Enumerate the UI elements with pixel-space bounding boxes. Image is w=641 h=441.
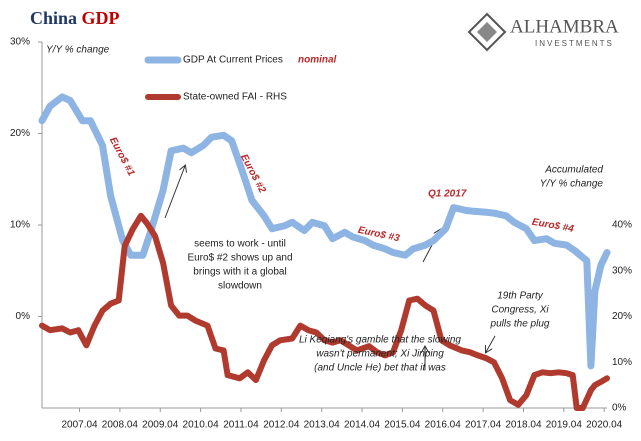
annotation: Q1 2017 — [428, 189, 467, 200]
legend-label: State-owned FAI - RHS — [183, 92, 287, 103]
series-line — [38, 93, 611, 370]
x-tick-label: 2015.04 — [384, 420, 421, 431]
legend-note: nominal — [298, 55, 337, 66]
y2-tick-label: 0% — [612, 403, 627, 414]
x-tick-label: 2017.04 — [465, 420, 502, 431]
y2-tick-label: 20% — [612, 311, 632, 322]
annotation: Euro$ #2 shows up and — [187, 253, 292, 264]
annotation: Congress, Xi — [491, 305, 549, 316]
x-tick-label: 2016.04 — [425, 420, 462, 431]
logo: ALHAMBRA INVESTMENTS — [467, 12, 619, 52]
x-tick-label: 2014.04 — [344, 420, 381, 431]
x-tick-label: 2018.04 — [505, 420, 542, 431]
y2-tick-label: 30% — [612, 265, 632, 276]
x-tick-label: 2011.04 — [223, 420, 259, 431]
annotation: 19th Party — [497, 291, 544, 302]
x-tick-label: 2010.04 — [183, 420, 220, 431]
chart-title: China GDP — [30, 8, 120, 28]
x-tick-label: 2008.04 — [102, 420, 139, 431]
y-tick-label: 10% — [10, 220, 30, 231]
y2-axis-label: Y/Y % change — [540, 179, 604, 190]
x-tick-label: 2020.04 — [586, 420, 623, 431]
x-tick-label: 2007.04 — [61, 420, 98, 431]
annotation: brings with it a global — [193, 267, 286, 278]
annotation: pulls the plug — [490, 319, 550, 330]
logo-subtext: INVESTMENTS — [535, 39, 614, 48]
y-tick-label: 30% — [10, 37, 30, 48]
y2-axis-label: Accumulated — [544, 165, 603, 176]
x-tick-label: 2013.04 — [304, 420, 341, 431]
annotation: seems to work - until — [194, 239, 286, 250]
legend-label: GDP At Current Prices — [183, 55, 283, 66]
annotation: Euro$ #4 — [531, 217, 575, 235]
series-line — [39, 212, 610, 411]
y2-tick-label: 10% — [612, 357, 632, 368]
x-tick-label: 2012.04 — [263, 420, 300, 431]
annotation: Euro$ #1 — [107, 135, 137, 178]
x-tick-label: 2019.04 — [546, 420, 583, 431]
arrow — [486, 335, 496, 352]
logo-text: ALHAMBRA — [510, 16, 619, 37]
annotation: Li Keqiang's gamble that the slowing — [299, 335, 461, 346]
y-axis-label: Y/Y % change — [46, 45, 110, 56]
y-tick-label: 20% — [10, 128, 30, 139]
arrow — [164, 166, 185, 219]
annotation: (and Uncle He) bet that it was — [314, 363, 446, 374]
annotation: wasn't permanent; Xi Jinping — [316, 349, 444, 360]
y-tick-label: 0% — [16, 311, 31, 322]
x-tick-label: 2009.04 — [142, 420, 179, 431]
annotation: slowdown — [218, 281, 262, 292]
y2-tick-label: 40% — [612, 220, 632, 231]
